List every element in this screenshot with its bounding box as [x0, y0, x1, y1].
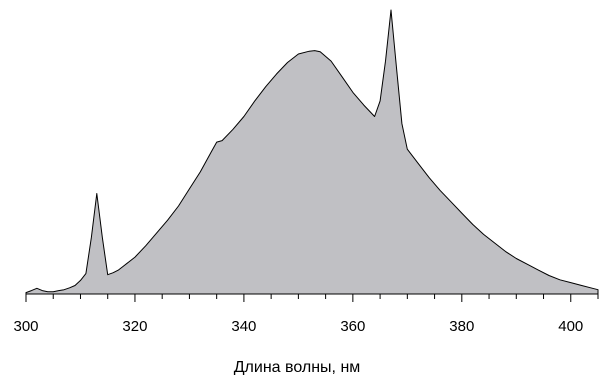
- x-tick-label: 340: [231, 318, 256, 335]
- x-tick-label: 380: [449, 318, 474, 335]
- x-axis-tick-labels: 300 320 340 360 380 400: [13, 318, 583, 335]
- x-tick-label: 300: [13, 318, 38, 335]
- spectrum-area: [25, 9, 599, 295]
- x-tick-label: 320: [122, 318, 147, 335]
- x-axis-title: Длина волны, нм: [234, 359, 361, 375]
- x-tick-label: 400: [558, 318, 583, 335]
- x-tick-label: 360: [340, 318, 365, 335]
- x-axis-ticks: [25, 294, 599, 302]
